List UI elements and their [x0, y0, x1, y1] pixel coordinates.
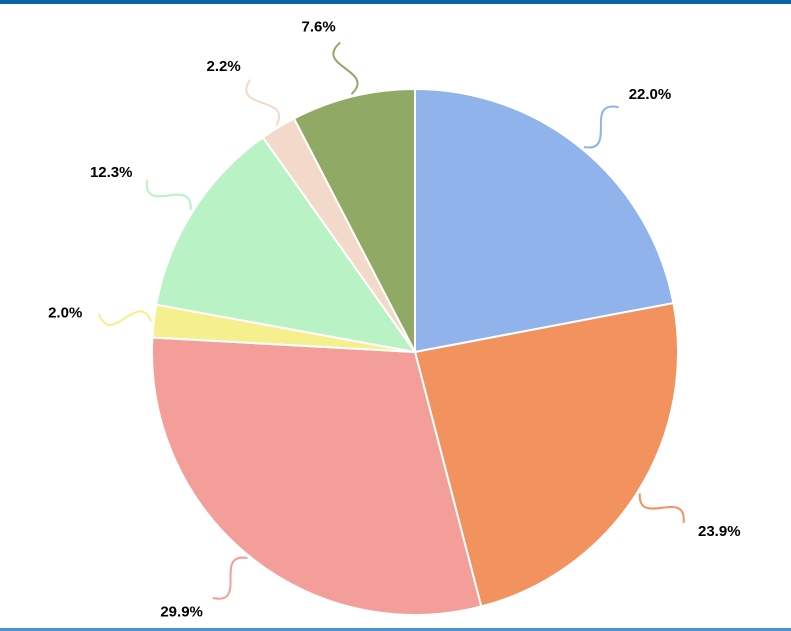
slice-label-4: 12.3% — [90, 164, 133, 181]
leader-line-6 — [332, 42, 359, 95]
bottom-border-rule — [0, 628, 791, 631]
top-border-rule — [0, 0, 791, 4]
slice-label-2: 29.9% — [160, 603, 203, 620]
slice-label-5: 2.2% — [206, 58, 240, 75]
slice-label-3: 2.0% — [48, 305, 82, 322]
pie-slice-2[interactable] — [151, 336, 483, 616]
slice-label-1: 23.9% — [698, 523, 741, 540]
leader-line-1 — [638, 493, 685, 524]
leader-line-5 — [245, 79, 281, 126]
leader-line-0 — [583, 105, 619, 149]
pie-slice-0[interactable] — [414, 88, 675, 353]
leader-line-4 — [145, 180, 192, 210]
leader-line-2 — [212, 556, 248, 600]
leader-line-3 — [98, 310, 152, 326]
pie-slice-6[interactable] — [293, 88, 416, 353]
pie-slice-4[interactable] — [155, 136, 416, 353]
pie-slice-1[interactable] — [414, 302, 679, 608]
slice-label-6: 7.6% — [301, 19, 335, 36]
slice-label-0: 22.0% — [629, 86, 672, 103]
